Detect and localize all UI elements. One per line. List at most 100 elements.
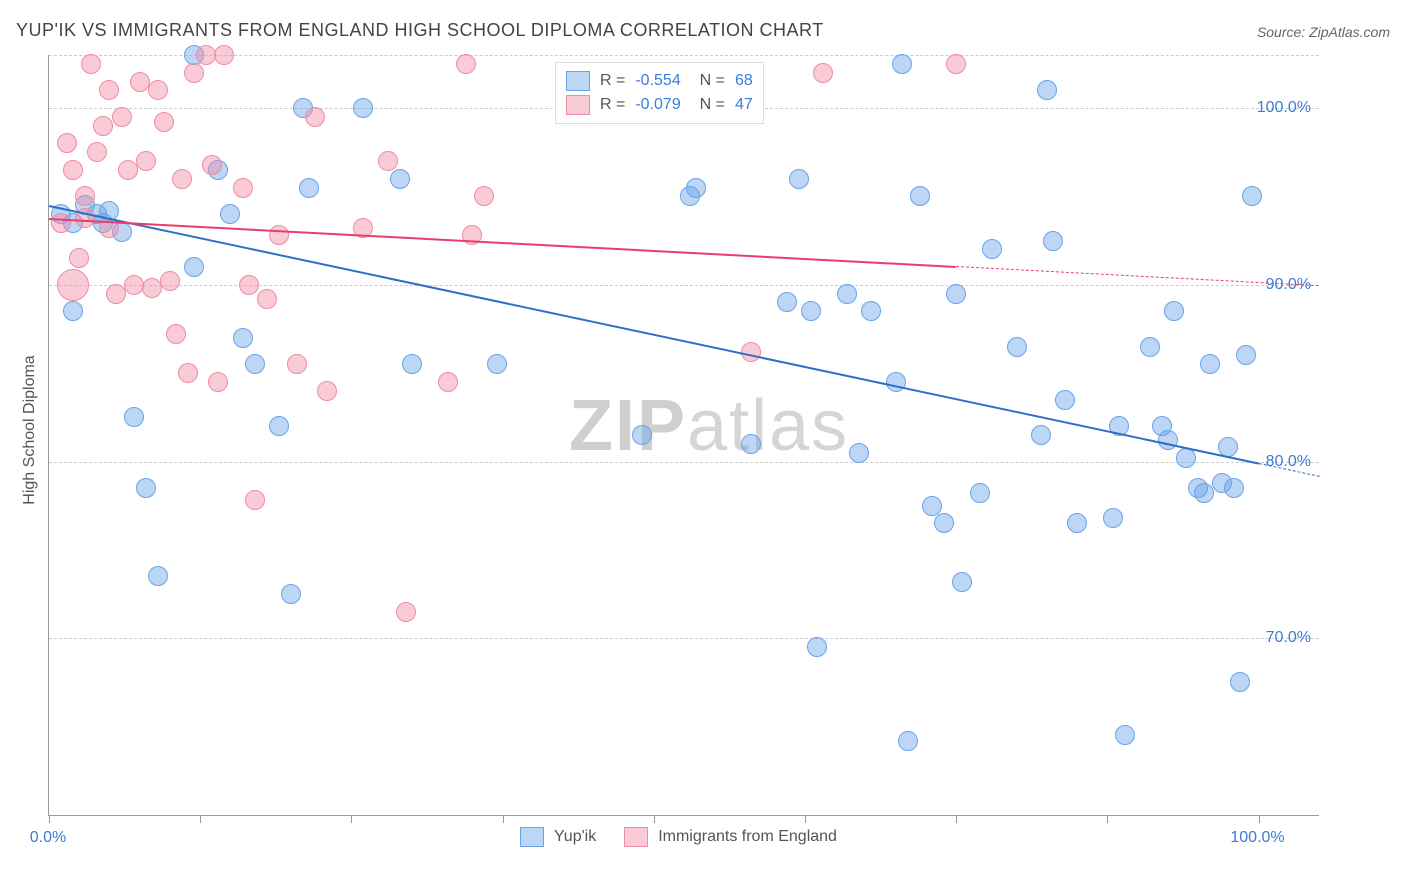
data-point	[837, 284, 857, 304]
data-point	[136, 151, 156, 171]
data-point	[99, 80, 119, 100]
data-point	[1031, 425, 1051, 445]
data-point	[184, 257, 204, 277]
data-point	[172, 169, 192, 189]
plot-area: ZIPatlas 70.0%80.0%90.0%100.0%	[48, 55, 1319, 816]
watermark-bold: ZIP	[569, 386, 687, 466]
data-point	[402, 354, 422, 374]
data-point	[1067, 513, 1087, 533]
legend-stat-row: R =-0.554 N =68	[566, 69, 753, 93]
data-point	[686, 178, 706, 198]
watermark-light: atlas	[687, 386, 849, 466]
x-tick	[1107, 815, 1108, 823]
data-point	[124, 275, 144, 295]
x-tick	[654, 815, 655, 823]
data-point	[112, 107, 132, 127]
legend-n-value: 47	[735, 93, 753, 117]
data-point	[233, 178, 253, 198]
data-point	[299, 178, 319, 198]
data-point	[75, 186, 95, 206]
data-point	[1242, 186, 1262, 206]
data-point	[142, 278, 162, 298]
data-point	[813, 63, 833, 83]
data-point	[982, 239, 1002, 259]
legend-stats: R =-0.554 N =68R =-0.079 N =47	[555, 62, 764, 124]
data-point	[106, 284, 126, 304]
data-point	[202, 155, 222, 175]
data-point	[220, 204, 240, 224]
data-point	[1158, 430, 1178, 450]
data-point	[148, 566, 168, 586]
y-tick-label: 80.0%	[1266, 453, 1311, 471]
gridline	[49, 638, 1319, 639]
y-tick-label: 70.0%	[1266, 629, 1311, 647]
data-point	[269, 416, 289, 436]
data-point	[474, 186, 494, 206]
legend-series-label: Immigrants from England	[658, 828, 837, 846]
data-point	[184, 63, 204, 83]
data-point	[118, 160, 138, 180]
x-tick-label: 0.0%	[30, 829, 66, 847]
data-point	[970, 483, 990, 503]
y-axis-label: High School Diploma	[21, 355, 39, 504]
data-point	[934, 513, 954, 533]
data-point	[208, 372, 228, 392]
data-point	[51, 213, 71, 233]
data-point	[849, 443, 869, 463]
data-point	[1200, 354, 1220, 374]
x-tick	[805, 815, 806, 823]
legend-swatch	[566, 71, 590, 91]
data-point	[922, 496, 942, 516]
data-point	[166, 324, 186, 344]
legend-stat-row: R =-0.079 N =47	[566, 93, 753, 117]
watermark: ZIPatlas	[569, 385, 849, 467]
data-point	[178, 363, 198, 383]
x-tick	[503, 815, 504, 823]
data-point	[1164, 301, 1184, 321]
data-point	[777, 292, 797, 312]
data-point	[378, 151, 398, 171]
trend-line	[49, 205, 1259, 464]
data-point	[1224, 478, 1244, 498]
data-point	[1043, 231, 1063, 251]
legend-n-label: N =	[691, 69, 725, 93]
data-point	[1103, 508, 1123, 528]
data-point	[456, 54, 476, 74]
data-point	[396, 602, 416, 622]
legend-r-label: R =	[600, 69, 625, 93]
legend-swatch	[624, 827, 648, 847]
y-tick-label: 100.0%	[1257, 99, 1311, 117]
data-point	[57, 133, 77, 153]
legend-swatch	[520, 827, 544, 847]
data-point	[233, 328, 253, 348]
trend-line	[49, 218, 956, 268]
data-point	[154, 112, 174, 132]
data-point	[1055, 390, 1075, 410]
data-point	[1037, 80, 1057, 100]
data-point	[1140, 337, 1160, 357]
data-point	[93, 116, 113, 136]
legend-n-label: N =	[691, 93, 725, 117]
data-point	[130, 72, 150, 92]
data-point	[287, 354, 307, 374]
data-point	[1194, 483, 1214, 503]
x-tick	[956, 815, 957, 823]
legend-series: Yup'ikImmigrants from England	[520, 827, 855, 847]
x-tick	[49, 815, 50, 823]
data-point	[196, 45, 216, 65]
x-tick	[351, 815, 352, 823]
data-point	[81, 54, 101, 74]
data-point	[861, 301, 881, 321]
data-point	[789, 169, 809, 189]
data-point	[438, 372, 458, 392]
trend-line	[956, 266, 1319, 286]
data-point	[946, 284, 966, 304]
data-point	[741, 434, 761, 454]
data-point	[269, 225, 289, 245]
data-point	[1007, 337, 1027, 357]
data-point	[801, 301, 821, 321]
gridline	[49, 55, 1319, 56]
source-label: Source: ZipAtlas.com	[1257, 24, 1390, 40]
x-tick	[200, 815, 201, 823]
legend-r-value: -0.554	[635, 69, 680, 93]
